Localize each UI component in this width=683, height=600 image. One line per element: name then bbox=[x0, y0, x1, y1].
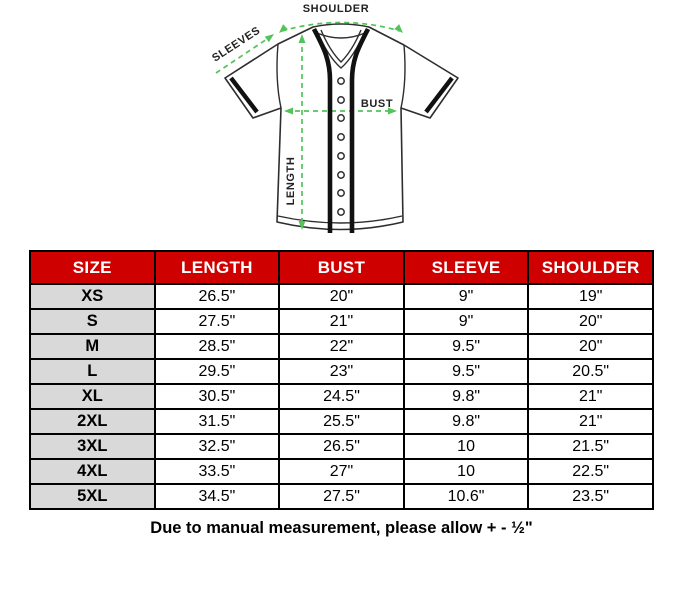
jersey-trim bbox=[229, 27, 454, 233]
size-cell: 4XL bbox=[29, 458, 156, 485]
sleeve-arrow bbox=[264, 34, 274, 43]
cell: 19" bbox=[527, 283, 654, 310]
hem-line bbox=[277, 215, 403, 224]
size-table-body: XS 26.5" 20" 9" 19" S 27.5" 21" 9" 20" M… bbox=[29, 283, 654, 510]
cell: 34.5" bbox=[153, 483, 281, 510]
size-cell: S bbox=[29, 308, 156, 335]
sleeve-measure-line bbox=[215, 36, 271, 74]
cell: 32.5" bbox=[153, 433, 281, 460]
cell: 23" bbox=[278, 358, 405, 385]
table-row: 2XL 31.5" 25.5" 9.8" 21" bbox=[29, 408, 654, 435]
cell: 9" bbox=[402, 283, 530, 310]
cell: 10.6" bbox=[402, 483, 530, 510]
length-label: LENGTH bbox=[285, 157, 297, 206]
cell: 9.5" bbox=[402, 333, 530, 360]
bust-arrow-right bbox=[388, 107, 397, 115]
col-header-bust: BUST bbox=[278, 250, 405, 285]
cell: 33.5" bbox=[153, 458, 281, 485]
table-row: 3XL 32.5" 26.5" 10 21.5" bbox=[29, 433, 654, 460]
shoulder-label: SHOULDER bbox=[303, 3, 370, 15]
cell: 22" bbox=[278, 333, 405, 360]
table-row: 5XL 34.5" 27.5" 10.6" 23.5" bbox=[29, 483, 654, 510]
jersey-diagram-svg: SHOULDER SLEEVES BUST LENGTH bbox=[210, 3, 459, 233]
back-collar-line bbox=[316, 32, 366, 39]
cell: 26.5" bbox=[153, 283, 281, 310]
size-table: SIZE LENGTH BUST SLEEVE SHOULDER XS 26.5… bbox=[29, 250, 654, 510]
length-arrow-bottom bbox=[298, 221, 306, 230]
cell: 22.5" bbox=[527, 458, 654, 485]
cell: 24.5" bbox=[278, 383, 405, 410]
shoulder-arrow-left bbox=[279, 24, 288, 33]
cell: 30.5" bbox=[153, 383, 281, 410]
right-placket-stripe bbox=[349, 27, 371, 233]
jersey-outline bbox=[224, 23, 459, 231]
cell: 20" bbox=[278, 283, 405, 310]
cell: 21" bbox=[278, 308, 405, 335]
table-row: L 29.5" 23" 9.5" 20.5" bbox=[29, 358, 654, 385]
size-cell: 2XL bbox=[29, 408, 156, 435]
size-table-header: SIZE LENGTH BUST SLEEVE SHOULDER bbox=[29, 250, 654, 285]
cell: 9.8" bbox=[402, 408, 530, 435]
cell: 9.5" bbox=[402, 358, 530, 385]
left-placket-stripe bbox=[311, 27, 333, 233]
cell: 20" bbox=[527, 333, 654, 360]
col-header-sleeve: SLEEVE bbox=[402, 250, 530, 285]
table-row: XL 30.5" 24.5" 9.8" 21" bbox=[29, 383, 654, 410]
cell: 21.5" bbox=[527, 433, 654, 460]
cell: 9.8" bbox=[402, 383, 530, 410]
measurement-note: Due to manual measurement, please allow … bbox=[150, 519, 533, 537]
cell: 20.5" bbox=[527, 358, 654, 385]
cell: 31.5" bbox=[153, 408, 281, 435]
shoulder-arrow-right bbox=[394, 24, 403, 33]
measure-arrowheads bbox=[264, 24, 403, 230]
size-cell: M bbox=[29, 333, 156, 360]
cell: 27.5" bbox=[278, 483, 405, 510]
size-cell: XS bbox=[29, 283, 156, 310]
cell: 29.5" bbox=[153, 358, 281, 385]
bust-arrow-left bbox=[284, 107, 293, 115]
left-sleeve-band bbox=[229, 76, 259, 114]
header-row: SIZE LENGTH BUST SLEEVE SHOULDER bbox=[29, 250, 654, 285]
cell: 27.5" bbox=[153, 308, 281, 335]
jersey-diagram: SHOULDER SLEEVES BUST LENGTH bbox=[0, 0, 683, 246]
measure-lines bbox=[215, 21, 401, 226]
length-arrow-top bbox=[298, 34, 306, 43]
cell: 25.5" bbox=[278, 408, 405, 435]
size-cell: L bbox=[29, 358, 156, 385]
size-cell: XL bbox=[29, 383, 156, 410]
cell: 10 bbox=[402, 458, 530, 485]
size-cell: 5XL bbox=[29, 483, 156, 510]
cell: 21" bbox=[527, 383, 654, 410]
cell: 10 bbox=[402, 433, 530, 460]
right-sleeve-seam bbox=[400, 44, 406, 109]
cell: 20" bbox=[527, 308, 654, 335]
table-row: M 28.5" 22" 9.5" 20" bbox=[29, 333, 654, 360]
col-header-size: SIZE bbox=[29, 250, 156, 285]
cell: 9" bbox=[402, 308, 530, 335]
size-cell: 3XL bbox=[29, 433, 156, 460]
table-row: S 27.5" 21" 9" 20" bbox=[29, 308, 654, 335]
shoulder-measure-line bbox=[281, 21, 401, 32]
cell: 21" bbox=[527, 408, 654, 435]
bust-label: BUST bbox=[361, 98, 393, 110]
left-sleeve-seam bbox=[276, 43, 282, 109]
cell: 23.5" bbox=[527, 483, 654, 510]
cell: 28.5" bbox=[153, 333, 281, 360]
cell: 27" bbox=[278, 458, 405, 485]
right-sleeve-band bbox=[424, 76, 454, 114]
cell: 26.5" bbox=[278, 433, 405, 460]
vneck-inner-line bbox=[320, 29, 362, 63]
table-row: 4XL 33.5" 27" 10 22.5" bbox=[29, 458, 654, 485]
jersey-buttons bbox=[337, 77, 345, 216]
col-header-shoulder: SHOULDER bbox=[527, 250, 654, 285]
table-row: XS 26.5" 20" 9" 19" bbox=[29, 283, 654, 310]
col-header-length: LENGTH bbox=[153, 250, 281, 285]
